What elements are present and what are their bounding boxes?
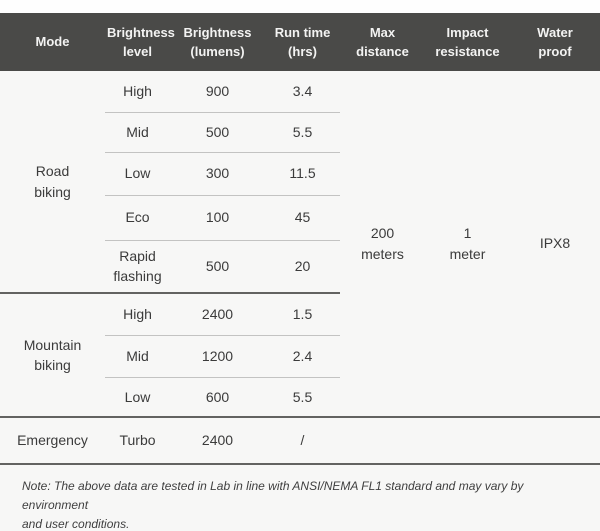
table-row: Mid 500 5.5	[0, 112, 600, 153]
runtime-cell: 11.5	[265, 152, 340, 196]
max-distance-cell: 200 meters	[340, 71, 425, 418]
header-brightness-level: Brightness level	[105, 13, 175, 71]
table-row: Mountain biking High 2400 1.5	[0, 293, 600, 418]
lumens-cell: 600	[170, 377, 265, 418]
lumens-cell: 1200	[170, 335, 265, 378]
level-cell: Turbo	[105, 417, 170, 465]
runtime-cell: 45	[265, 195, 340, 241]
table-row: Eco 100 45	[0, 195, 600, 241]
table-row: Low 300 11.5	[0, 152, 600, 196]
level-cell: Mid	[105, 112, 170, 153]
table-row: Rapid flashing 500 20	[0, 240, 600, 294]
header-run-time: Run time (hrs)	[265, 13, 340, 71]
runtime-cell: 5.5	[265, 112, 340, 153]
lumens-cell: 100	[170, 195, 265, 241]
header-row: Mode Brightness level Brightness (lumens…	[0, 13, 600, 71]
impact-resistance-cell: 1 meter	[425, 71, 510, 418]
empty-cell	[340, 417, 425, 465]
lumens-cell: 500	[170, 112, 265, 153]
header-water-proof: Water proof	[510, 13, 600, 71]
table-row: Emergency Turbo 2400 /	[0, 417, 600, 465]
table-row: Low 600 5.5	[0, 377, 600, 418]
level-cell: High	[105, 71, 170, 113]
runtime-cell: 1.5	[265, 293, 340, 336]
runtime-cell: 3.4	[265, 71, 340, 113]
table-row: Road biking High 900 3.4 200 meters 1 me…	[0, 71, 600, 418]
mode-cell-mountain-biking: Mountain biking	[0, 293, 105, 418]
top-margin	[0, 0, 600, 13]
header-brightness-lumens: Brightness (lumens)	[170, 13, 265, 71]
level-cell: Low	[105, 377, 170, 418]
lumens-cell: 2400	[170, 417, 265, 465]
empty-cell	[425, 417, 510, 465]
lumens-cell: 900	[170, 71, 265, 113]
lumens-cell: 2400	[170, 293, 265, 336]
spec-table: Mode Brightness level Brightness (lumens…	[0, 13, 600, 465]
water-proof-cell: IPX8	[510, 71, 600, 418]
level-cell: Mid	[105, 335, 170, 378]
empty-cell	[510, 417, 600, 465]
runtime-cell: /	[265, 417, 340, 465]
lumens-cell: 300	[170, 152, 265, 196]
runtime-cell: 5.5	[265, 377, 340, 418]
runtime-cell: 20	[265, 240, 340, 294]
level-cell: Low	[105, 152, 170, 196]
header-impact-resistance: Impact resistance	[425, 13, 510, 71]
footnote: Note: The above data are tested in Lab i…	[0, 465, 600, 531]
lumens-cell: 500	[170, 240, 265, 294]
level-cell: Rapid flashing	[105, 240, 170, 294]
level-cell: High	[105, 293, 170, 336]
mode-cell-road-biking: Road biking	[0, 71, 105, 294]
header-mode: Mode	[0, 13, 105, 71]
runtime-cell: 2.4	[265, 335, 340, 378]
level-cell: Eco	[105, 195, 170, 241]
header-max-distance: Max distance	[340, 13, 425, 71]
table-row: Mid 1200 2.4	[0, 335, 600, 378]
mode-cell-emergency: Emergency	[0, 417, 105, 465]
